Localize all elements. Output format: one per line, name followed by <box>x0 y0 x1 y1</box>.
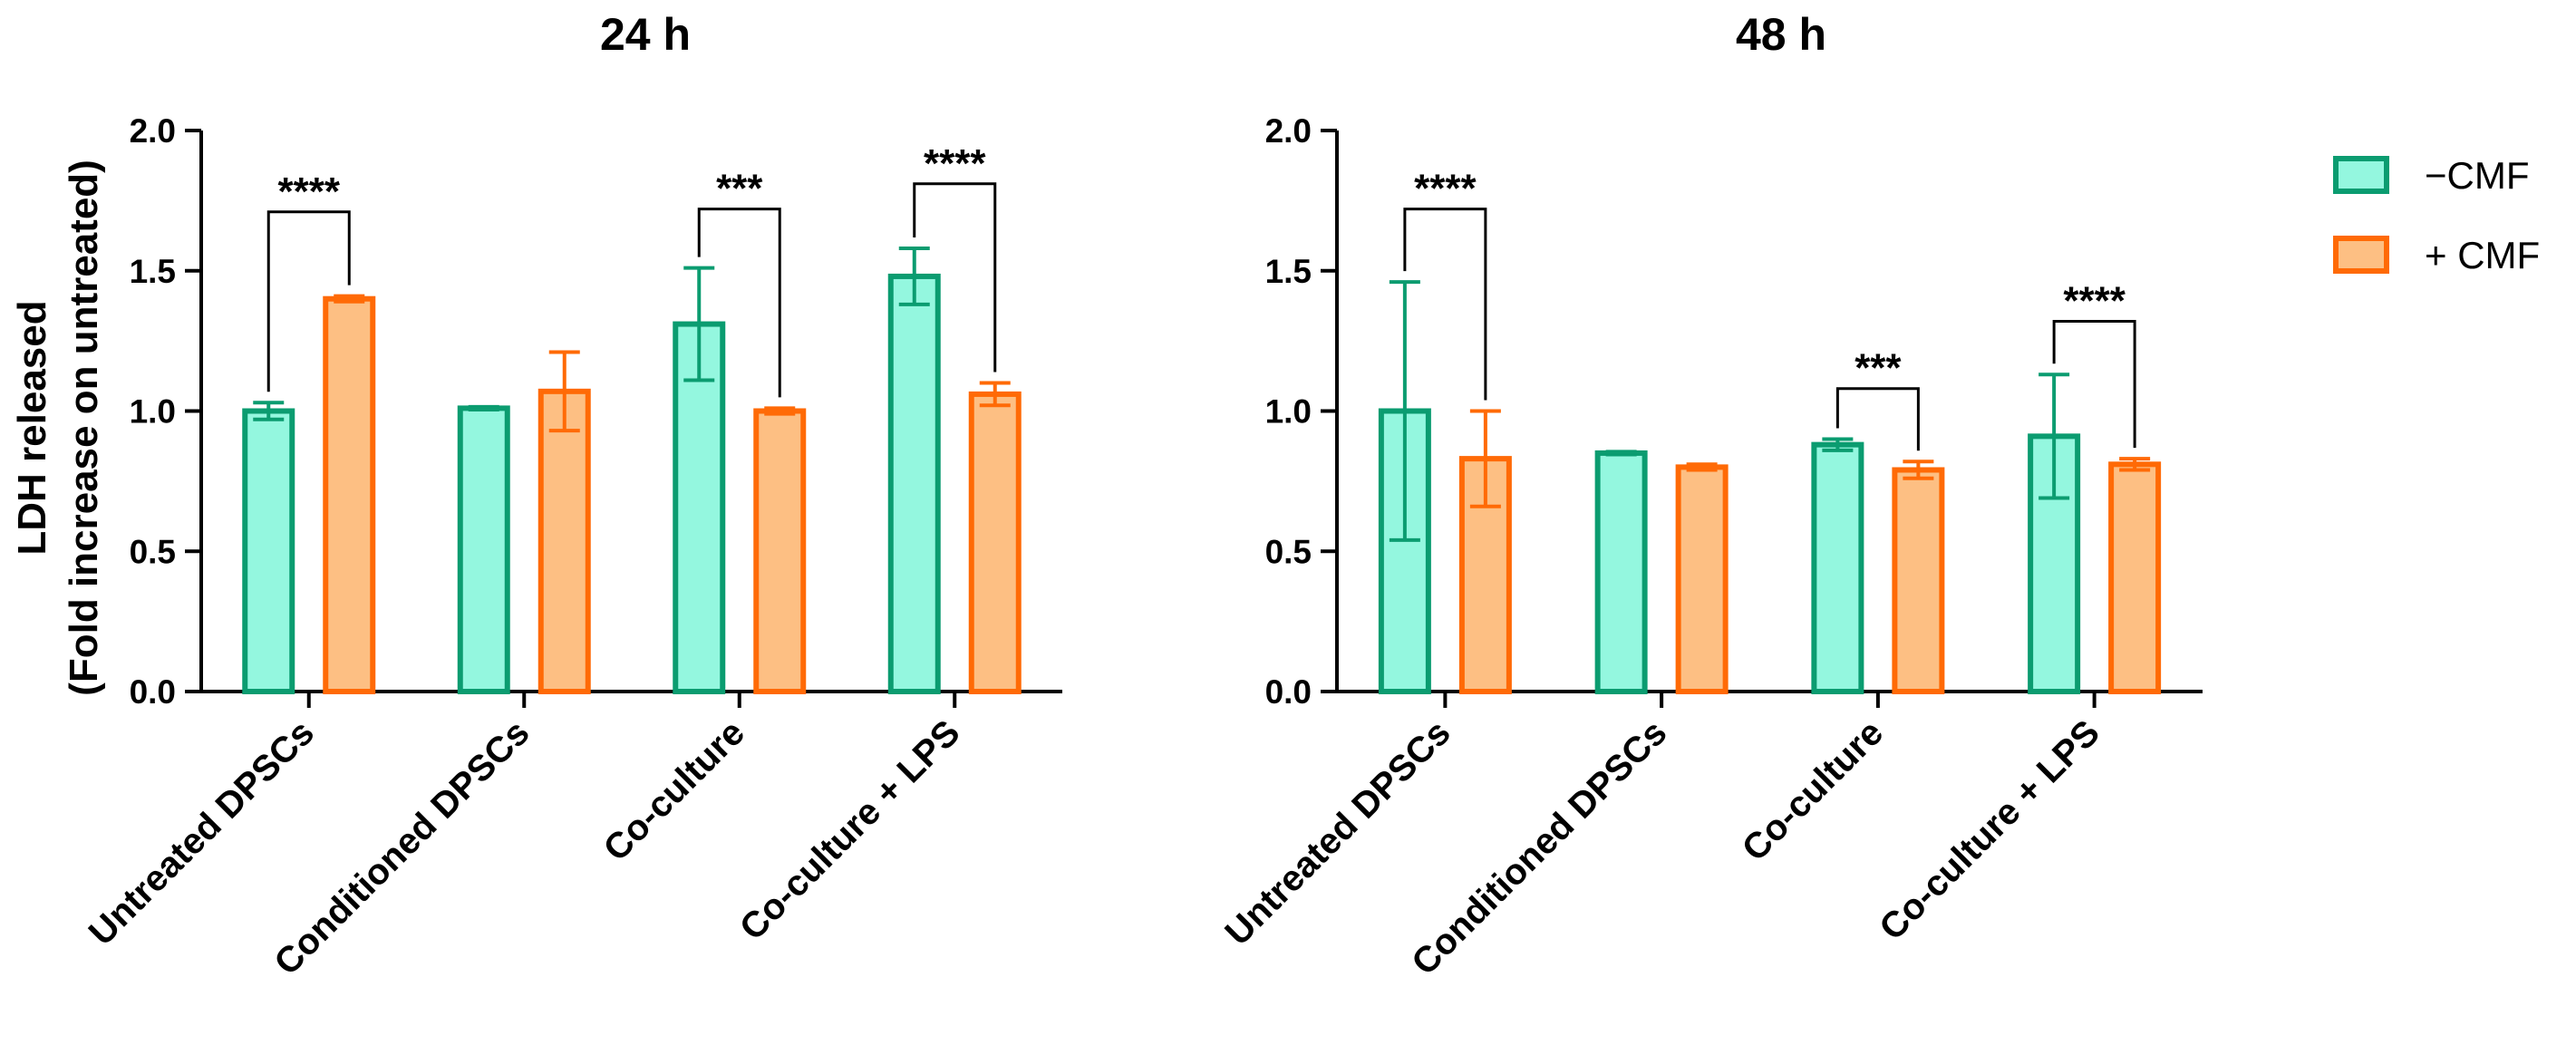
bar <box>457 405 510 694</box>
significance-bracket <box>266 210 351 392</box>
significance-label: **** <box>1414 167 1477 211</box>
y-tick-label: 1.5 <box>130 253 176 290</box>
x-category-label: Co-culture <box>596 712 753 869</box>
significance-label: *** <box>1855 346 1902 391</box>
y-tick-label: 0.5 <box>130 533 176 570</box>
chart-title: 48 h <box>1736 9 1826 60</box>
significance-label: *** <box>716 167 763 211</box>
x-category-label: Untreated DPSCs <box>1217 712 1457 953</box>
significance-bracket <box>697 208 781 398</box>
significance-bracket <box>1403 208 1487 401</box>
significance-label: **** <box>924 141 986 186</box>
y-tick-label: 0.5 <box>1265 533 1312 570</box>
x-category-label: Co-culture + LPS <box>1872 712 2107 948</box>
significance-bracket <box>913 182 997 373</box>
bar <box>673 321 726 694</box>
y-tick-label: 1.0 <box>130 393 176 431</box>
x-category-label: Co-culture + LPS <box>732 712 968 948</box>
y-tick-label: 2.0 <box>1265 112 1312 150</box>
significance-bracket <box>2052 319 2136 449</box>
legend-swatch-plus-cmf <box>2333 236 2389 274</box>
y-tick-label: 1.0 <box>1265 393 1312 431</box>
y-axis-label-line2: (Fold increase on untreated) <box>62 160 106 696</box>
legend-label-minus-cmf: −CMF <box>2425 154 2530 197</box>
significance-label: **** <box>2063 278 2126 323</box>
y-axis-label-line1: LDH released <box>10 300 54 555</box>
y-tick-label: 2.0 <box>130 112 176 150</box>
bar <box>753 408 807 694</box>
y-tick-label: 1.5 <box>1265 253 1312 290</box>
bar <box>242 408 295 694</box>
bar <box>1892 467 1945 694</box>
bar <box>323 295 376 694</box>
bar <box>537 388 591 694</box>
x-category-label: Untreated DPSCs <box>82 712 322 953</box>
y-tick-label: 0.0 <box>1265 673 1312 711</box>
bar <box>887 273 941 694</box>
legend: −CMF + CMF <box>2333 154 2540 276</box>
x-category-label: Co-culture <box>1735 712 1892 869</box>
y-tick-label: 0.0 <box>130 673 176 711</box>
legend-swatch-minus-cmf <box>2333 156 2389 194</box>
bar <box>1675 464 1729 695</box>
legend-label-plus-cmf: + CMF <box>2425 234 2540 276</box>
significance-bracket <box>1835 387 1920 451</box>
bar <box>1594 450 1648 694</box>
bar <box>2108 461 2162 694</box>
chart-title: 24 h <box>600 9 691 60</box>
bar <box>1811 441 1864 694</box>
significance-label: **** <box>278 169 341 214</box>
bar <box>968 391 1022 694</box>
